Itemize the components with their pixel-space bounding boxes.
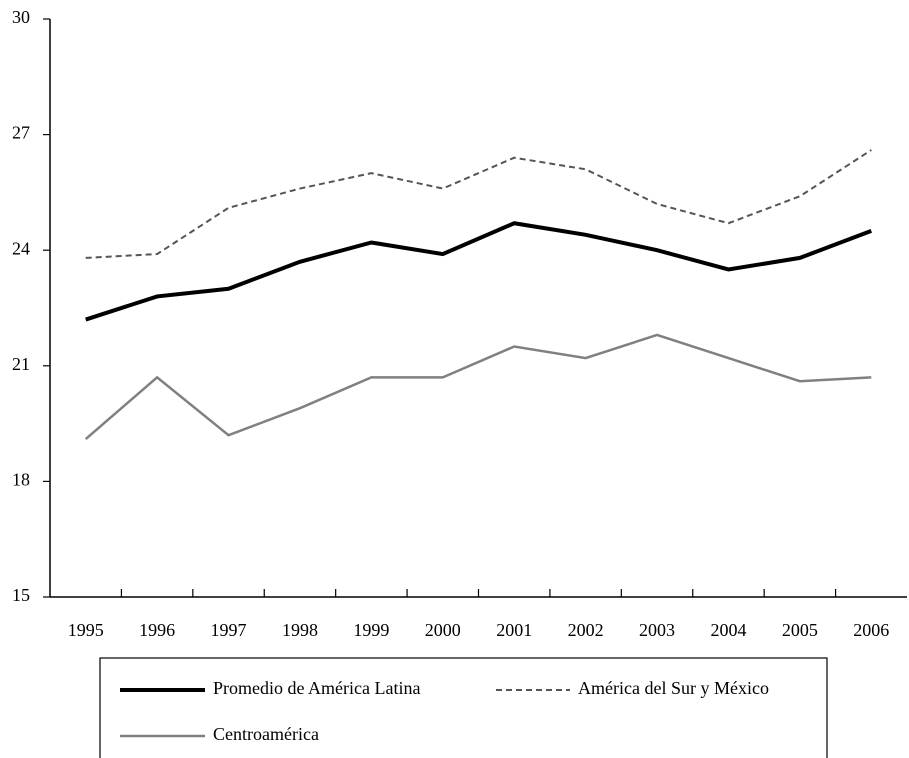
x-tick-label: 1996 [139,620,175,640]
series-line [84,333,872,440]
x-tick-label: 2001 [496,620,532,640]
x-tick-label: 1999 [353,620,389,640]
x-tick-label: 2005 [782,620,818,640]
legend-box [99,657,828,758]
y-tick-label: 18 [12,470,30,490]
x-tick-label: 1997 [211,620,247,640]
y-tick-label: 21 [12,354,30,374]
y-tick-label: 24 [12,238,30,258]
legend-label: América del Sur y México [578,678,769,698]
series-line [85,221,872,322]
x-tick-label: 2003 [639,620,675,640]
y-tick-label: 30 [12,7,30,27]
series-line [85,149,872,259]
x-tick-label: 1998 [282,620,318,640]
x-tick-label: 2000 [425,620,461,640]
x-tick-label: 2006 [853,620,889,640]
legend-label: Promedio de América Latina [213,678,420,698]
x-tick-label: 2004 [710,620,746,640]
legend-label: Centroamérica [213,724,319,744]
x-tick-label: 2002 [568,620,604,640]
y-tick-label: 15 [12,585,30,605]
y-tick-label: 27 [12,123,30,143]
x-tick-label: 1995 [68,620,104,640]
